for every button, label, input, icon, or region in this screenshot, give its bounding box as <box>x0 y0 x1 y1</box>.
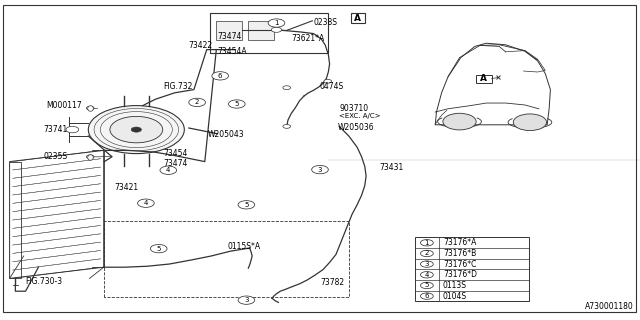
Circle shape <box>420 272 433 278</box>
Circle shape <box>86 155 94 159</box>
Text: 4: 4 <box>166 167 170 173</box>
Circle shape <box>312 165 328 174</box>
Text: M000117: M000117 <box>46 101 82 110</box>
Circle shape <box>420 261 433 267</box>
Text: 73782: 73782 <box>320 278 344 287</box>
Text: A730001180: A730001180 <box>585 302 634 311</box>
Text: 73454: 73454 <box>163 149 188 158</box>
Circle shape <box>420 240 433 246</box>
Text: 73474: 73474 <box>218 32 242 41</box>
Text: 2: 2 <box>195 100 199 105</box>
Text: FIG.730-3: FIG.730-3 <box>26 277 63 286</box>
Text: 903710: 903710 <box>339 104 369 113</box>
Circle shape <box>189 98 205 107</box>
Bar <box>415 237 529 301</box>
Circle shape <box>271 27 282 32</box>
Text: FIG.732: FIG.732 <box>163 82 193 91</box>
Circle shape <box>513 114 547 131</box>
Circle shape <box>420 282 433 289</box>
Text: W205043: W205043 <box>208 130 244 139</box>
Text: 5: 5 <box>235 101 239 107</box>
Text: 0104S: 0104S <box>443 292 467 300</box>
Text: 3: 3 <box>244 297 249 303</box>
Text: 5: 5 <box>244 202 248 208</box>
Text: 2: 2 <box>425 251 429 256</box>
Circle shape <box>443 113 476 130</box>
Circle shape <box>110 116 163 143</box>
Text: 6: 6 <box>424 293 429 299</box>
Text: 73621*A: 73621*A <box>291 34 324 43</box>
Polygon shape <box>10 150 104 278</box>
Circle shape <box>324 79 332 83</box>
Text: W205036: W205036 <box>338 124 374 132</box>
Bar <box>210 13 328 53</box>
Circle shape <box>66 126 79 133</box>
Circle shape <box>268 19 285 27</box>
Text: 73421: 73421 <box>114 183 138 192</box>
Bar <box>216 21 242 40</box>
Text: <EXC. A/C>: <EXC. A/C> <box>339 113 381 119</box>
Text: 73431: 73431 <box>379 163 403 172</box>
Text: 0115S*A: 0115S*A <box>227 242 260 251</box>
Text: 1: 1 <box>424 240 429 246</box>
Text: 73474: 73474 <box>163 159 188 168</box>
Circle shape <box>420 250 433 257</box>
Circle shape <box>212 72 228 80</box>
Circle shape <box>228 100 245 108</box>
Circle shape <box>150 244 167 253</box>
Text: 73176*C: 73176*C <box>443 260 476 268</box>
Text: 5: 5 <box>157 246 161 252</box>
Text: 73454A: 73454A <box>218 47 247 56</box>
Text: 73741: 73741 <box>44 125 68 134</box>
Text: 4: 4 <box>144 200 148 206</box>
Text: 73422: 73422 <box>189 41 213 50</box>
Text: 6: 6 <box>218 73 223 79</box>
Circle shape <box>160 166 177 174</box>
Circle shape <box>86 106 94 110</box>
Circle shape <box>283 124 291 128</box>
Bar <box>248 21 274 40</box>
Bar <box>476 75 492 83</box>
Text: 0235S: 0235S <box>44 152 68 161</box>
Polygon shape <box>435 43 550 125</box>
Text: 0238S: 0238S <box>314 18 338 27</box>
Text: 1: 1 <box>274 20 279 26</box>
Text: A: A <box>480 74 487 83</box>
Bar <box>351 13 365 23</box>
Circle shape <box>238 201 255 209</box>
Text: 73176*D: 73176*D <box>443 270 477 279</box>
Circle shape <box>238 296 255 304</box>
Text: 4: 4 <box>425 272 429 278</box>
Text: 5: 5 <box>425 283 429 288</box>
Circle shape <box>131 127 141 132</box>
Text: A: A <box>355 14 361 23</box>
Text: 3: 3 <box>424 261 429 267</box>
Text: 3: 3 <box>317 167 323 172</box>
Text: 73176*A: 73176*A <box>443 238 476 247</box>
Text: 0474S: 0474S <box>320 82 344 91</box>
Text: 73176*B: 73176*B <box>443 249 476 258</box>
Circle shape <box>283 86 291 90</box>
Circle shape <box>420 293 433 299</box>
Text: 0113S: 0113S <box>443 281 467 290</box>
Circle shape <box>88 106 184 154</box>
Circle shape <box>138 199 154 207</box>
